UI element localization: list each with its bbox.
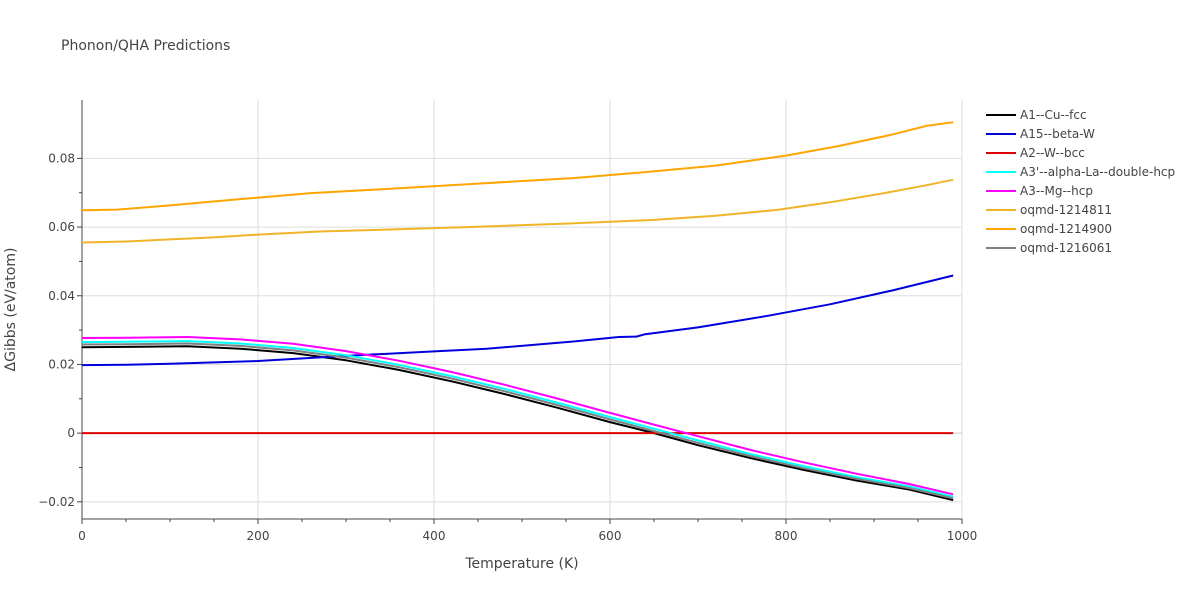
x-tick-label: 800	[775, 529, 798, 543]
x-tick-label: 0	[78, 529, 86, 543]
legend-label: A3'--alpha-La--double-hcp	[1020, 165, 1175, 179]
y-tick-label: 0.02	[48, 357, 75, 371]
y-tick-label: 0.08	[48, 151, 75, 165]
series-line-oqmd-1214900	[81, 121, 954, 212]
y-tick-label: 0.04	[48, 289, 75, 303]
series-line-oqmd-1214811	[81, 178, 954, 244]
series-line-a15-beta-w	[81, 274, 954, 367]
legend-label: A1--Cu--fcc	[1020, 108, 1087, 122]
legend-item[interactable]: A3--Mg--hcp	[986, 184, 1093, 198]
tick-labels: 0 200 400 600 800 1000 −0.02 0 0.02 0.04 0.06 0.08	[38, 151, 977, 543]
legend-label: A3--Mg--hcp	[1020, 184, 1093, 198]
legend-label: oqmd-1214811	[1020, 203, 1112, 217]
x-axis-title: Temperature (K)	[464, 556, 578, 572]
y-tick-label: −0.02	[38, 495, 75, 509]
grid	[82, 100, 963, 519]
x-tick-label: 400	[423, 529, 446, 543]
legend-item[interactable]: A3'--alpha-La--double-hcp	[986, 165, 1175, 179]
legend-item[interactable]: oqmd-1214811	[986, 203, 1112, 217]
legend-item[interactable]: oqmd-1216061	[986, 241, 1112, 255]
legend-label: oqmd-1216061	[1020, 241, 1112, 255]
series-line-oqmd-1216061	[81, 342, 954, 500]
plot-area	[81, 121, 954, 502]
series-line-a1-cu-fcc	[81, 345, 954, 502]
legend-item[interactable]: A15--beta-W	[986, 127, 1095, 141]
series-line-a3-alpha-la-double-hcp	[81, 340, 954, 498]
legend-item[interactable]: A1--Cu--fcc	[986, 108, 1087, 122]
legend-label: A2--W--bcc	[1020, 146, 1085, 160]
legend-item[interactable]: A2--W--bcc	[986, 146, 1085, 160]
y-axis-title: ΔGibbs (eV/atom)	[3, 248, 19, 372]
legend[interactable]: A1--Cu--fcc A15--beta-W A2--W--bcc A3'--alp…	[986, 108, 1175, 255]
x-tick-label: 600	[599, 529, 622, 543]
x-tick-label: 1000	[947, 529, 978, 543]
chart-title: Phonon/QHA Predictions	[61, 38, 230, 54]
x-tick-label: 200	[247, 529, 270, 543]
axes	[77, 100, 963, 524]
y-tick-label: 0.06	[48, 220, 75, 234]
series-line-a3-mg-hcp	[81, 336, 954, 496]
y-tick-label: 0	[67, 426, 75, 440]
legend-label: A15--beta-W	[1020, 127, 1095, 141]
legend-label: oqmd-1214900	[1020, 222, 1112, 236]
legend-item[interactable]: oqmd-1214900	[986, 222, 1112, 236]
